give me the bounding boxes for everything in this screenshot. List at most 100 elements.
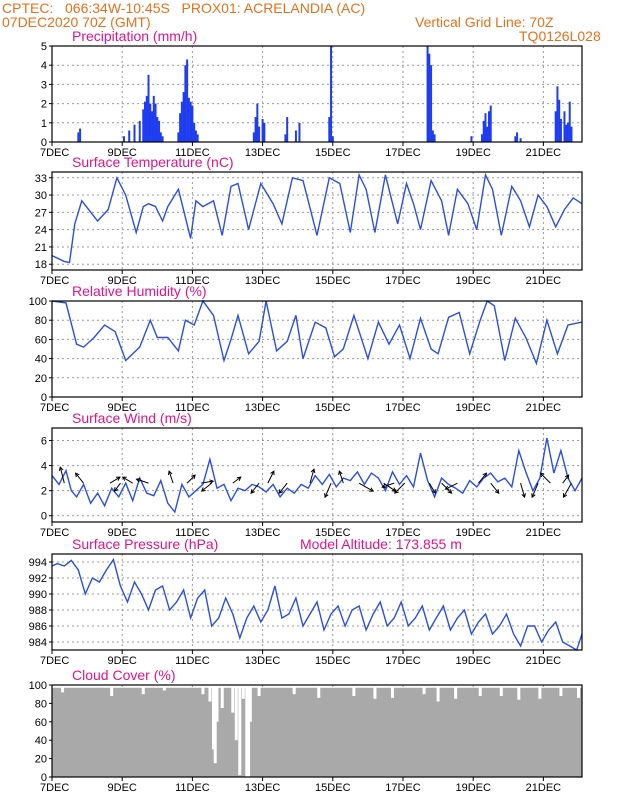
wind-arrow	[113, 482, 121, 492]
precip-bar	[184, 65, 187, 142]
wind-arrow-shaft	[278, 482, 288, 494]
wind-arrow-shaft	[109, 476, 121, 484]
precip-bar	[191, 105, 194, 142]
wind-arrow-head	[121, 476, 127, 481]
wind-arrow-shaft	[232, 476, 242, 484]
wind-arrow-head	[209, 479, 215, 485]
wind-arrow-head	[324, 493, 329, 499]
wind-arrow-shaft	[478, 472, 487, 484]
cloud-dip	[517, 685, 521, 700]
precip-bar	[252, 132, 255, 142]
precip-bar	[161, 136, 164, 142]
x-tick-label: 7DEC	[40, 527, 69, 539]
wind-arrow	[444, 482, 458, 490]
y-tick-label: 0	[41, 772, 47, 784]
precip-bar	[182, 92, 185, 142]
x-tick-label: 17DEC	[385, 527, 421, 539]
cloud-dip	[220, 685, 224, 708]
cloud-dip	[352, 685, 356, 697]
wind-arrow	[232, 476, 242, 484]
cloud-dip	[499, 685, 503, 697]
panel-title: Surface Temperature (nC)	[72, 154, 234, 170]
series-line	[51, 437, 583, 514]
y-tick-label: 60	[35, 717, 47, 729]
x-tick-label: 11DEC	[175, 402, 210, 414]
precip-bar	[331, 136, 334, 142]
panel-title: Relative Humidity (%)	[72, 283, 207, 299]
wind-arrow	[135, 477, 149, 484]
wind-arrow-shaft	[383, 482, 396, 492]
precip-bar	[519, 138, 522, 142]
panel-3: Relative Humidity (%) 0 20 40 60 80 100 7DEC 9DE…	[29, 283, 583, 414]
precip-bar	[151, 111, 154, 142]
wind-arrow	[358, 482, 375, 492]
x-tick-label: 19DEC	[455, 527, 491, 539]
x-tick-label: 15DEC	[315, 782, 351, 794]
cloud-dip	[215, 685, 219, 722]
y-tick-label: 20	[35, 754, 47, 766]
wind-arrow-shaft	[201, 480, 214, 484]
precip-bar	[559, 118, 562, 142]
cloud-dip	[234, 685, 238, 741]
x-tick-label: 7DEC	[40, 147, 69, 159]
wind-arrow	[121, 476, 133, 484]
x-tick-label: 13DEC	[245, 275, 281, 287]
y-tick-label: 0	[41, 511, 47, 523]
precip-bar	[187, 97, 190, 142]
precip-bar	[263, 122, 266, 142]
cloud-dip	[422, 685, 426, 695]
y-tick-label: 3	[41, 79, 47, 91]
wind-arrow-shaft	[324, 482, 332, 498]
x-tick-label: 15DEC	[315, 275, 351, 287]
wind-arrow-shaft	[122, 476, 133, 484]
precip-bar	[254, 117, 257, 142]
wind-arrow	[167, 470, 174, 484]
precip-bar	[194, 130, 197, 142]
wind-arrow-shaft	[309, 469, 315, 484]
x-tick-label: 11DEC	[175, 527, 210, 539]
wind-arrow-shaft	[186, 474, 196, 484]
wind-arrow-head	[310, 468, 316, 474]
wind-arrow-head	[200, 487, 206, 492]
wind-arrow	[250, 482, 260, 494]
y-tick-label: 4	[41, 461, 47, 473]
panel-frame	[51, 427, 583, 523]
precip-bar	[565, 124, 568, 142]
y-tick-label: 100	[29, 296, 47, 308]
series-line	[51, 557, 583, 652]
x-tick-label: 15DEC	[315, 655, 351, 667]
cloud-dip	[162, 685, 166, 691]
x-tick-label: 11DEC	[175, 655, 210, 667]
y-tick-label: 990	[29, 589, 47, 601]
x-tick-label: 7DEC	[40, 655, 69, 667]
precip-bar	[428, 53, 431, 142]
wind-arrow-head	[564, 474, 570, 480]
precip-bar	[484, 113, 487, 142]
x-tick-label: 21DEC	[526, 782, 562, 794]
wind-arrow-head	[562, 493, 568, 499]
wind-arrow	[267, 470, 275, 484]
wind-arrow-head	[338, 470, 343, 476]
wind-arrow-shaft	[201, 482, 213, 492]
cloud-dip	[538, 685, 542, 699]
precip-bar	[514, 136, 517, 142]
wind-arrow-shaft	[445, 482, 458, 490]
wind-arrow	[338, 470, 344, 484]
x-tick-label: 9DEC	[108, 782, 137, 794]
wind-arrow-head	[531, 493, 536, 499]
precip-bar	[138, 120, 141, 142]
wind-arrow-shaft	[168, 470, 174, 484]
cloud-dip	[245, 685, 249, 777]
cloud-dip	[576, 685, 580, 698]
panel-1: Precipitation (mm/h) 0 1 2 3 4 5 7DEC 9DEC 11DEC 1…	[40, 28, 583, 159]
precip-bar	[133, 124, 136, 142]
x-tick-label: 13DEC	[245, 147, 281, 159]
precip-bar	[128, 130, 131, 142]
wind-arrow-head	[236, 476, 242, 481]
panel-annotation: Model Altitude: 173.855 m	[300, 536, 462, 552]
panel-2: Surface Temperature (nC) 18 21 24 27 30 33 7DEC…	[35, 154, 583, 287]
x-tick-label: 19DEC	[455, 782, 491, 794]
precip-bar	[189, 101, 192, 142]
wind-arrow-shaft	[428, 482, 436, 494]
wind-arrow	[200, 482, 213, 492]
